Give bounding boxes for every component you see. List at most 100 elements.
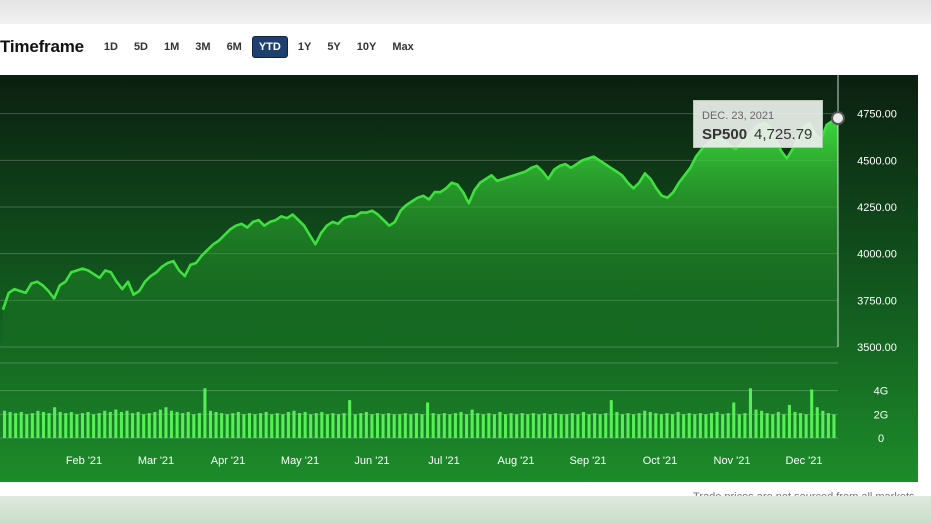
volume-bar bbox=[8, 411, 12, 438]
volume-bar bbox=[709, 413, 714, 438]
volume-bar bbox=[270, 414, 274, 438]
crosshair-marker[interactable] bbox=[831, 111, 845, 126]
volume-bar bbox=[715, 411, 719, 438]
volume-bars bbox=[3, 388, 836, 438]
volume-bar bbox=[693, 414, 697, 438]
volume-tick-label: 2G bbox=[874, 409, 889, 421]
x-tick-label: Dec '21 bbox=[786, 455, 823, 467]
volume-bar bbox=[30, 413, 34, 438]
timeframe-button-1m[interactable]: 1M bbox=[158, 37, 185, 57]
volume-bar bbox=[470, 409, 474, 438]
volume-bar bbox=[442, 413, 446, 438]
volume-bar bbox=[687, 413, 691, 438]
volume-bar bbox=[64, 413, 68, 438]
volume-bar bbox=[197, 413, 201, 438]
volume-bar bbox=[214, 411, 218, 438]
volume-bar bbox=[732, 402, 736, 438]
x-tick-label: Jul '21 bbox=[428, 455, 459, 467]
volume-bar bbox=[25, 414, 29, 438]
volume-bar bbox=[760, 410, 764, 438]
volume-bar bbox=[604, 413, 608, 438]
volume-bar bbox=[437, 414, 441, 438]
volume-bar bbox=[53, 407, 57, 438]
volume-bar bbox=[476, 413, 480, 438]
timeframe-button-5d[interactable]: 5D bbox=[128, 37, 154, 57]
volume-bar bbox=[359, 413, 363, 438]
timeframe-button-1d[interactable]: 1D bbox=[98, 37, 124, 57]
timeframe-button-ytd[interactable]: YTD bbox=[251, 36, 288, 58]
volume-bar bbox=[671, 414, 675, 438]
volume-bar bbox=[737, 414, 741, 438]
volume-bar bbox=[815, 407, 819, 438]
tooltip-symbol: SP500 bbox=[702, 126, 748, 143]
volume-bar bbox=[119, 411, 123, 438]
volume-bar bbox=[275, 413, 279, 438]
axis-labels: 3500.00 3750.00 4000.00 4250.00 4500.00 4750.… bbox=[66, 109, 897, 467]
volume-bar bbox=[381, 414, 385, 438]
volume-bar bbox=[548, 414, 552, 438]
volume-bar bbox=[97, 413, 101, 438]
volume-bar bbox=[3, 410, 7, 438]
volume-tick-label: 4G bbox=[874, 386, 889, 398]
timeframe-button-3m[interactable]: 3M bbox=[189, 37, 216, 57]
volume-bar bbox=[609, 400, 613, 438]
timeframe-button-6m[interactable]: 6M bbox=[221, 37, 248, 57]
volume-bar bbox=[41, 411, 46, 438]
volume-bar bbox=[325, 414, 329, 438]
volume-bar bbox=[331, 413, 335, 438]
volume-bar bbox=[821, 410, 825, 438]
x-tick-label: Feb '21 bbox=[66, 455, 102, 467]
volume-bar bbox=[353, 414, 357, 438]
volume-bar bbox=[643, 410, 647, 438]
volume-bar bbox=[370, 414, 374, 438]
volume-bar bbox=[632, 414, 636, 438]
volume-bar bbox=[620, 414, 624, 438]
timeframe-button-5y[interactable]: 5Y bbox=[321, 37, 346, 57]
volume-bar bbox=[426, 402, 430, 438]
volume-bar bbox=[448, 414, 452, 438]
volume-bar bbox=[498, 411, 502, 438]
volume-bar bbox=[337, 414, 341, 438]
volume-bar bbox=[754, 409, 758, 438]
volume-bar bbox=[236, 411, 240, 438]
volume-bar bbox=[615, 411, 619, 438]
timeframe-button-1y[interactable]: 1Y bbox=[292, 37, 317, 57]
volume-bar bbox=[799, 413, 803, 438]
volume-bar bbox=[520, 413, 524, 438]
volume-bar bbox=[676, 411, 680, 438]
x-tick-label: May '21 bbox=[281, 455, 319, 467]
volume-bar bbox=[314, 413, 318, 438]
volume-bar bbox=[203, 388, 207, 438]
volume-bar bbox=[92, 414, 96, 438]
volume-bar bbox=[587, 414, 591, 438]
volume-bar bbox=[804, 414, 808, 438]
x-tick-label: Oct '21 bbox=[643, 455, 678, 467]
volume-bar bbox=[487, 413, 491, 438]
volume-bar bbox=[298, 413, 302, 438]
volume-bar bbox=[459, 411, 463, 438]
volume-bar bbox=[147, 413, 151, 438]
x-tick-label: Nov '21 bbox=[714, 455, 751, 467]
volume-bar bbox=[414, 413, 418, 438]
volume-bar bbox=[453, 413, 457, 438]
volume-bar bbox=[637, 413, 641, 438]
volume-bar bbox=[231, 413, 235, 438]
volume-bar bbox=[771, 414, 775, 438]
volume-bar bbox=[364, 411, 368, 438]
volume-bar bbox=[403, 413, 407, 438]
volume-bar bbox=[264, 411, 268, 438]
volume-bar bbox=[208, 410, 213, 438]
timeframe-toolbar: Timeframe 1D 5D 1M 3M 6M YTD 1Y 5Y 10Y M… bbox=[0, 34, 424, 60]
timeframe-button-max[interactable]: Max bbox=[386, 37, 419, 57]
volume-bar bbox=[14, 413, 18, 438]
volume-bar bbox=[86, 411, 90, 438]
y-tick-label: 4500.00 bbox=[857, 155, 897, 167]
volume-bar bbox=[58, 411, 62, 438]
volume-tick-label: 0 bbox=[878, 433, 884, 445]
price-area bbox=[3, 118, 838, 347]
volume-bar bbox=[320, 411, 324, 438]
volume-bar bbox=[153, 411, 157, 438]
volume-bar bbox=[409, 414, 413, 438]
volume-bar bbox=[136, 411, 140, 438]
timeframe-button-10y[interactable]: 10Y bbox=[351, 37, 383, 57]
